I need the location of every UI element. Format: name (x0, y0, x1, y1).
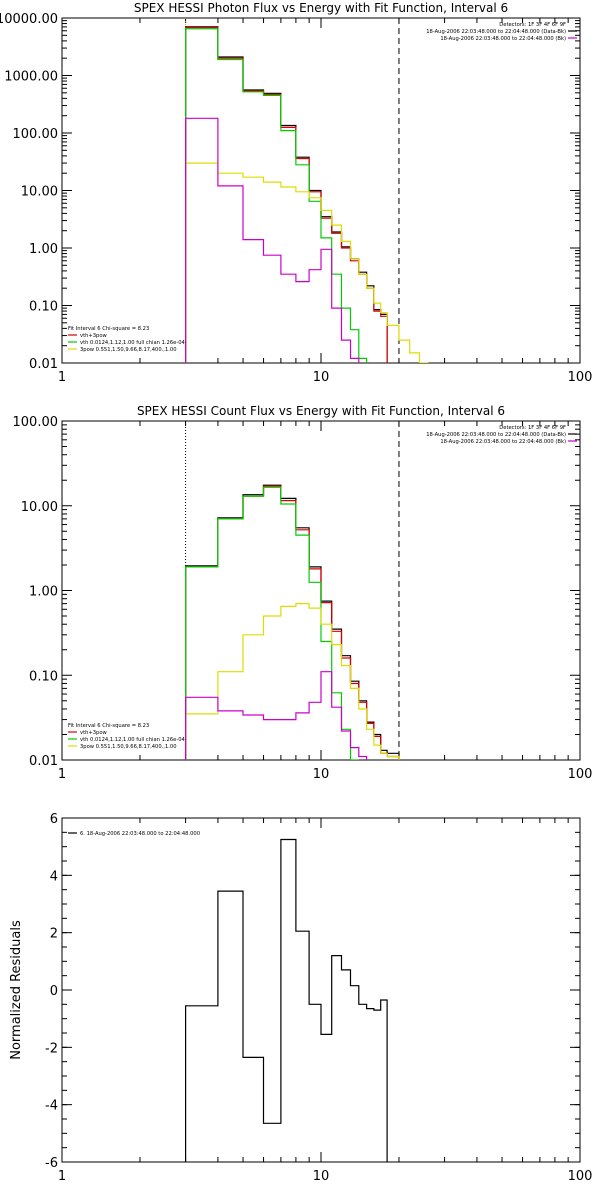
series-line-1 (185, 27, 388, 363)
y-tick-label: 4 (50, 869, 58, 884)
y-tick-label: -4 (45, 1099, 58, 1114)
series-group (185, 26, 429, 363)
chart-title: SPEX HESSI Photon Flux vs Energy with Fi… (134, 1, 508, 15)
y-tick-label: 0.01 (29, 357, 58, 372)
legend-label: 6. 18-Aug-2006 22:03:48.000 to 22:04:48.… (80, 831, 200, 837)
series-line-2 (185, 486, 359, 760)
header-line-0: Detectors: 1F 3F 4F 6F 9F (499, 22, 566, 28)
x-tick-label: 100 (568, 370, 593, 385)
series-line-4 (185, 671, 368, 760)
series-line-0 (185, 838, 388, 1162)
y-tick-label: 10.00 (21, 500, 58, 515)
series-line-3 (185, 603, 400, 760)
photon-flux-panel: SPEX HESSI Photon Flux vs Energy with Fi… (0, 1, 592, 385)
header-line-1: 18-Aug-2006 22:03:48.000 to 22:04:48.000… (426, 432, 566, 438)
y-axis-label: Normalized Residuals (9, 920, 24, 1060)
y-tick-label: 10.00 (21, 185, 58, 200)
x-tick-label: 1 (58, 1169, 66, 1184)
y-tick-label: 100.00 (13, 415, 59, 430)
series-group (185, 838, 388, 1162)
legend-title: Fit Interval 6 Chi-square = 8.23 (68, 326, 149, 332)
y-tick-label: 0.10 (29, 669, 58, 684)
y-tick-label: 0 (50, 984, 58, 999)
y-tick-label: 10000.00 (0, 12, 58, 27)
legend-label: 3pow 0.551,1.50,9.66,8.17,400.,1.00 (80, 347, 177, 353)
series-line-0 (185, 26, 388, 363)
legend-label: vth 0.0124,1.12,1.00 full chian 1.26e-04 (80, 340, 185, 346)
y-tick-label: 1.00 (29, 585, 58, 600)
y-tick-label: 0.01 (29, 754, 58, 769)
residuals-panel: 1 10 100 -6 -4 -2 0 2 4 6 Normalized Residuals 6. 1… (9, 812, 592, 1184)
header-line-0: Detectors: 1F 3F 4F 6F 9F (499, 425, 566, 431)
series-line-4 (185, 117, 360, 363)
legend-label: 3pow 0.551,1.50,9.66,8.17,400.,1.00 (80, 744, 177, 750)
y-tick-label: 100.00 (13, 127, 59, 142)
x-tick-label: 1 (58, 370, 66, 385)
series-group (185, 484, 400, 760)
header-line-2: 18-Aug-2006 22:03:48.000 to 22:04:48.000… (440, 36, 566, 42)
count-flux-panel: SPEX HESSI Count Flux vs Energy with Fit… (13, 404, 593, 782)
y-tick-label: 1000.00 (4, 70, 58, 85)
legend-title: Fit Interval 6 Chi-square = 8.23 (68, 723, 149, 729)
x-tick-label: 10 (313, 767, 330, 782)
legend-label: vth+3pow (80, 333, 108, 339)
plot-frame (61, 817, 581, 1163)
legend-label: vth 0.0124,1.12,1.00 full chian 1.26e-04 (80, 737, 185, 743)
header-line-2: 18-Aug-2006 22:03:48.000 to 22:04:48.000… (440, 439, 566, 445)
y-tick-label: 2 (50, 927, 58, 942)
legend-label: vth+3pow (80, 730, 108, 736)
y-tick-label: -6 (45, 1156, 58, 1171)
chart-title: SPEX HESSI Count Flux vs Energy with Fit… (137, 404, 505, 418)
x-tick-label: 1 (58, 767, 66, 782)
x-tick-label: 100 (568, 767, 593, 782)
header-line-1: 18-Aug-2006 22:03:48.000 to 22:04:48.000… (426, 29, 566, 35)
y-tick-label: -2 (45, 1041, 58, 1056)
series-line-3 (185, 162, 429, 363)
y-tick-label: 0.10 (29, 300, 58, 315)
y-tick-label: 1.00 (29, 242, 58, 257)
x-tick-label: 10 (313, 1169, 330, 1184)
x-tick-label: 10 (313, 370, 330, 385)
series-line-2 (185, 28, 368, 363)
y-tick-label: 6 (50, 812, 58, 827)
x-tick-label: 100 (568, 1169, 593, 1184)
